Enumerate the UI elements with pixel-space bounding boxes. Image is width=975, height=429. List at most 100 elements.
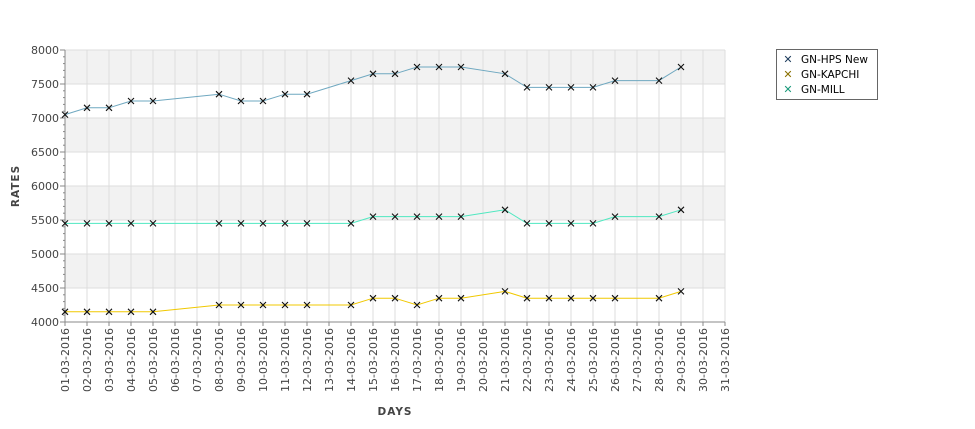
data-point-marker <box>523 84 531 91</box>
data-point-marker <box>281 301 289 309</box>
data-point-marker <box>215 220 223 227</box>
data-point-marker <box>457 294 465 302</box>
data-point-marker <box>545 220 553 227</box>
x-tick-label: 18-03-2016 <box>433 328 446 392</box>
x-tick-label: 04-03-2016 <box>125 328 138 392</box>
data-point-marker <box>281 220 289 227</box>
x-tick-label: 03-03-2016 <box>103 328 116 392</box>
y-tick-label: 4000 <box>31 316 59 329</box>
legend-item-hps: ✕ GN-HPS New <box>777 52 877 67</box>
data-point-marker <box>413 301 421 309</box>
data-point-marker <box>523 220 531 227</box>
data-point-marker <box>237 220 245 227</box>
data-point-marker <box>545 294 553 302</box>
data-point-marker <box>611 294 619 302</box>
data-point-marker <box>127 220 135 227</box>
series-line <box>65 209 682 224</box>
data-point-marker <box>237 301 245 309</box>
y-tick-label: 5000 <box>31 248 59 261</box>
x-tick-label: 31-03-2016 <box>719 328 732 392</box>
data-point-marker <box>303 301 311 309</box>
legend-marker-icon: ✕ <box>783 53 793 66</box>
data-point-marker <box>127 97 135 105</box>
data-point-marker <box>369 294 377 302</box>
x-tick-label: 13-03-2016 <box>323 328 336 392</box>
data-point-marker <box>149 97 157 105</box>
data-point-marker <box>567 84 575 91</box>
x-tick-label: 01-03-2016 <box>59 328 72 392</box>
data-point-marker <box>677 63 685 71</box>
data-point-marker <box>567 220 575 227</box>
data-point-marker <box>655 294 663 302</box>
data-point-marker <box>611 77 619 84</box>
y-tick-label: 5500 <box>31 214 59 227</box>
y-tick-label: 6000 <box>31 180 59 193</box>
x-tick-label: 12-03-2016 <box>301 328 314 392</box>
legend-item-mill: ✕ GN-MILL <box>777 82 877 97</box>
data-point-marker <box>369 70 377 78</box>
data-point-marker <box>589 220 597 227</box>
x-tick-label: 09-03-2016 <box>235 328 248 392</box>
x-tick-label: 23-03-2016 <box>543 328 556 392</box>
x-tick-label: 28-03-2016 <box>653 328 666 392</box>
x-tick-label: 26-03-2016 <box>609 328 622 392</box>
data-point-marker <box>83 308 91 316</box>
data-point-marker <box>501 70 509 78</box>
x-tick-label: 08-03-2016 <box>213 328 226 392</box>
data-point-marker <box>413 63 421 71</box>
data-point-marker <box>149 308 157 316</box>
data-point-marker <box>391 213 399 220</box>
x-tick-label: 24-03-2016 <box>565 328 578 392</box>
legend-item-kapchi: ✕ GN-KAPCHI <box>777 67 877 82</box>
data-point-marker <box>457 63 465 71</box>
x-tick-label: 17-03-2016 <box>411 328 424 392</box>
x-tick-label: 30-03-2016 <box>697 328 710 392</box>
y-tick-label: 7000 <box>31 112 59 125</box>
data-point-marker <box>501 288 509 295</box>
data-point-marker <box>215 301 223 309</box>
data-point-marker <box>237 97 245 105</box>
data-point-marker <box>435 63 443 71</box>
y-tick-label: 6500 <box>31 146 59 159</box>
x-tick-label: 19-03-2016 <box>455 328 468 392</box>
legend: ✕ GN-HPS New ✕ GN-KAPCHI ✕ GN-MILL <box>776 49 878 100</box>
data-point-marker <box>435 213 443 220</box>
data-point-marker <box>61 308 69 316</box>
data-point-marker <box>655 213 663 220</box>
x-tick-label: 20-03-2016 <box>477 328 490 392</box>
data-point-marker <box>259 220 267 227</box>
data-point-marker <box>435 294 443 302</box>
legend-label: GN-MILL <box>801 83 845 96</box>
data-point-marker <box>215 90 223 98</box>
data-point-marker <box>61 111 69 118</box>
x-tick-label: 02-03-2016 <box>81 328 94 392</box>
data-point-marker <box>105 308 113 316</box>
data-point-marker <box>545 84 553 91</box>
data-point-marker <box>523 294 531 302</box>
x-axis-label: DAYS <box>377 406 412 418</box>
y-tick-label: 4500 <box>31 282 59 295</box>
data-point-marker <box>589 294 597 302</box>
x-tick-label: 22-03-2016 <box>521 328 534 392</box>
y-tick-label: 7500 <box>31 78 59 91</box>
legend-label: GN-HPS New <box>801 53 868 66</box>
data-point-marker <box>347 77 355 84</box>
x-tick-label: 16-03-2016 <box>389 328 402 392</box>
x-tick-label: 15-03-2016 <box>367 328 380 392</box>
x-tick-label: 21-03-2016 <box>499 328 512 392</box>
data-point-marker <box>83 104 91 112</box>
data-point-marker <box>413 213 421 220</box>
y-axis-label: RATES <box>10 165 22 207</box>
legend-marker-icon: ✕ <box>783 83 793 96</box>
data-point-marker <box>347 301 355 309</box>
data-point-marker <box>369 213 377 220</box>
x-tick-label: 11-03-2016 <box>279 328 292 392</box>
data-point-marker <box>501 206 509 214</box>
data-point-marker <box>391 294 399 302</box>
data-point-marker <box>655 77 663 84</box>
data-point-marker <box>83 220 91 227</box>
data-point-marker <box>677 206 685 214</box>
y-tick-label: 8000 <box>31 44 59 57</box>
